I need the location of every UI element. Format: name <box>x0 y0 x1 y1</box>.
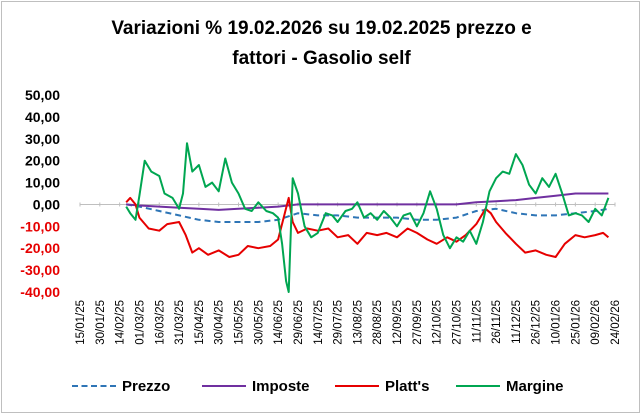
x-tick-label: 26/11/25 <box>491 300 503 344</box>
x-tick-label: 09/02/26 <box>590 300 602 345</box>
legend-label-prezzo: Prezzo <box>122 377 171 395</box>
x-tick-label: 31/03/25 <box>174 300 186 345</box>
series-line-imposte <box>126 192 609 211</box>
x-tick-label: 25/01/26 <box>570 300 582 345</box>
series-line-prezzo <box>126 203 609 223</box>
y-tick-label: 20,00 <box>25 153 60 169</box>
x-tick-label: 11/12/25 <box>511 300 523 344</box>
legend-item-margine: Margine <box>456 374 564 398</box>
y-tick-label: 0,00 <box>33 196 60 212</box>
legend-item-prezzo: Prezzo <box>72 374 170 398</box>
series-line-margine <box>125 142 610 293</box>
y-tick-label: 30,00 <box>25 131 60 147</box>
x-tick-label: 12/09/25 <box>392 300 404 345</box>
legend: Prezzo Imposte Platt's Margine <box>0 374 643 398</box>
legend-item-platts: Platt's <box>335 374 429 398</box>
series-line-platts <box>125 196 610 258</box>
y-tick-label: -10,00 <box>20 218 60 234</box>
x-tick-label: 15/04/25 <box>194 300 206 345</box>
x-tick-label: 11/11/25 <box>471 300 483 343</box>
x-tick-label: 15/05/25 <box>234 300 246 345</box>
legend-swatch-margine <box>456 385 500 387</box>
y-tick-label: 40,00 <box>25 109 60 125</box>
x-tick-label: 26/12/25 <box>531 300 543 345</box>
x-tick-label: 01/03/25 <box>134 300 146 345</box>
legend-swatch-imposte <box>202 385 246 387</box>
x-tick-label: 30/05/25 <box>253 300 265 345</box>
x-tick-label: 27/09/25 <box>412 300 424 345</box>
legend-swatch-prezzo <box>72 385 116 387</box>
y-tick-label: -40,00 <box>20 284 60 300</box>
x-tick-label: 29/06/25 <box>293 300 305 345</box>
y-tick-label: -20,00 <box>20 240 60 256</box>
chart-title-line-2: fattori - Gasolio self <box>232 48 411 69</box>
x-tick-label: 29/07/25 <box>333 300 345 345</box>
legend-label-imposte: Imposte <box>252 377 310 395</box>
x-tick-label: 14/07/25 <box>313 300 325 345</box>
chart-title-line-1: Variazioni % 19.02.2026 su 19.02.2025 pr… <box>111 18 532 39</box>
x-tick-label: 27/10/25 <box>451 300 463 345</box>
x-tick-label: 13/08/25 <box>352 300 364 345</box>
x-tick-label: 24/02/26 <box>610 300 622 345</box>
chart-title: Variazioni % 19.02.2026 su 19.02.2025 pr… <box>0 14 643 74</box>
x-tick-label: 16/03/25 <box>154 300 166 345</box>
x-tick-label: 14/06/25 <box>273 300 285 345</box>
y-tick-label: -30,00 <box>20 262 60 278</box>
x-tick-label: 12/10/25 <box>432 300 444 345</box>
legend-label-platts: Platt's <box>385 377 430 395</box>
x-tick-label: 14/02/25 <box>115 300 127 345</box>
x-tick-label: 28/08/25 <box>372 300 384 345</box>
legend-label-margine: Margine <box>506 377 564 395</box>
x-tick-label: 15/01/25 <box>75 300 87 345</box>
x-tick-label: 30/01/25 <box>95 300 107 345</box>
legend-item-imposte: Imposte <box>202 374 310 398</box>
x-tick-label: 30/04/25 <box>214 300 226 345</box>
y-tick-label: 50,00 <box>25 87 60 103</box>
legend-swatch-platts <box>335 385 379 387</box>
y-tick-label: 10,00 <box>25 175 60 191</box>
x-tick-label: 10/01/26 <box>551 300 563 345</box>
